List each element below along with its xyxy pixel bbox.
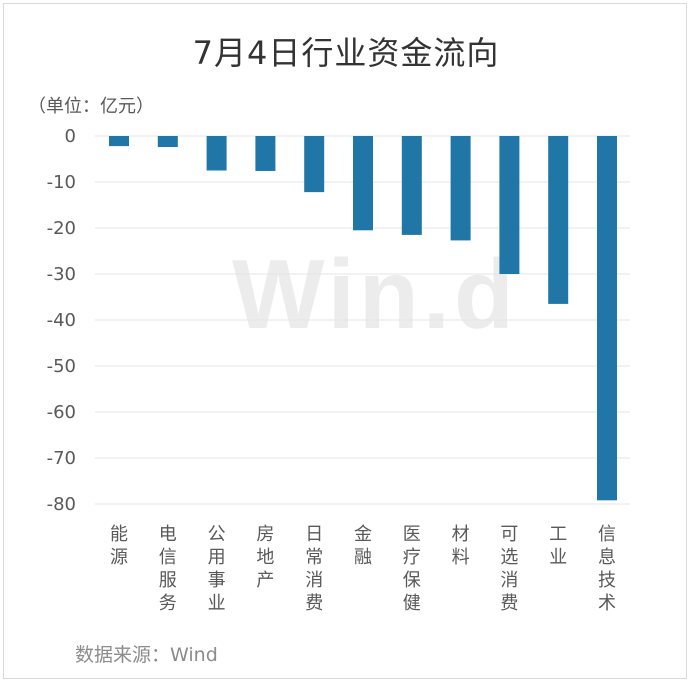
x-category-label: 公用事业: [208, 524, 226, 614]
y-tick-label: -20: [47, 218, 76, 239]
bar: [450, 136, 471, 241]
x-category-label: 可选消费: [500, 524, 518, 614]
y-tick-label: -70: [47, 448, 76, 469]
x-category-label: 电信服务: [159, 524, 177, 614]
bar: [157, 136, 178, 148]
y-tick-label: 0: [65, 126, 76, 147]
bar: [597, 136, 617, 501]
bar: [353, 136, 373, 231]
x-category-label: 材料: [452, 524, 470, 568]
y-tick-label: -80: [47, 494, 76, 515]
bar: [499, 136, 520, 274]
source-note: 数据来源：Wind: [75, 644, 218, 666]
x-category-label: 房地产: [256, 524, 274, 591]
watermark: Win.d: [232, 239, 518, 349]
chart-title: 7月4日行业资金流向: [192, 34, 500, 72]
bar: [255, 136, 276, 171]
y-tick-label: -50: [47, 356, 76, 377]
x-category-label: 日常消费: [305, 524, 323, 614]
y-tick-label: -40: [47, 310, 76, 331]
x-category-label: 医疗保健: [403, 524, 421, 614]
x-category-label: 工业: [549, 524, 567, 568]
bar: [109, 136, 129, 147]
bar: [401, 136, 422, 235]
y-tick-label: -30: [47, 264, 76, 285]
bar: [548, 136, 569, 304]
y-tick-label: -60: [47, 402, 76, 423]
bar: [304, 136, 325, 193]
y-tick-label: -10: [47, 172, 76, 193]
x-category-label: 能源: [110, 524, 128, 568]
chart-frame: [3, 3, 687, 679]
x-category-label: 金融: [354, 524, 372, 568]
x-category-label: 信息技术: [598, 524, 616, 614]
bar: [206, 136, 227, 171]
unit-label: （单位：亿元）: [28, 96, 154, 117]
